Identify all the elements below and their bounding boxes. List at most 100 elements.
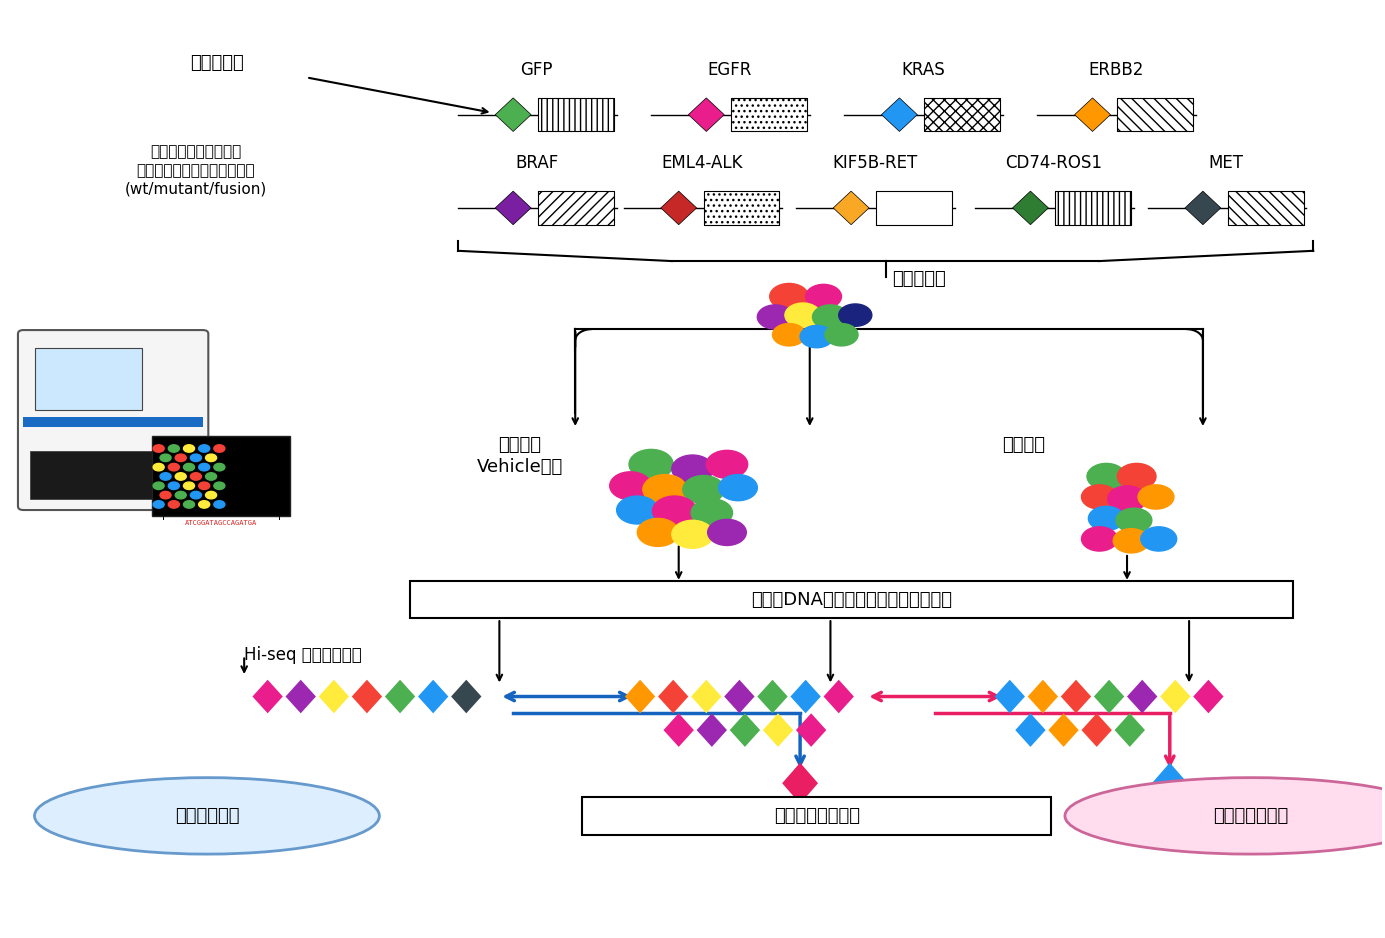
- Circle shape: [1082, 485, 1118, 509]
- Ellipse shape: [1065, 778, 1385, 855]
- Text: Hi-seq シークエンス: Hi-seq シークエンス: [244, 646, 361, 664]
- Text: MET: MET: [1209, 155, 1244, 173]
- Polygon shape: [496, 98, 530, 131]
- Polygon shape: [1186, 191, 1220, 225]
- Text: GFP: GFP: [521, 61, 553, 79]
- Polygon shape: [252, 680, 283, 713]
- Text: CD74-ROS1: CD74-ROS1: [1006, 155, 1102, 173]
- Polygon shape: [1061, 680, 1091, 713]
- Circle shape: [637, 519, 679, 547]
- Circle shape: [758, 305, 794, 329]
- Polygon shape: [625, 680, 655, 713]
- Circle shape: [683, 476, 724, 504]
- Circle shape: [1082, 527, 1118, 551]
- Bar: [537, 98, 614, 131]
- Polygon shape: [730, 713, 760, 747]
- Bar: [731, 98, 807, 131]
- Polygon shape: [1094, 680, 1125, 713]
- Polygon shape: [691, 680, 722, 713]
- Bar: [30, 450, 195, 499]
- Bar: [875, 191, 951, 225]
- Polygon shape: [697, 713, 727, 747]
- Circle shape: [1118, 463, 1156, 490]
- Text: ATCGGATAGCCAGATGA: ATCGGATAGCCAGATGA: [184, 521, 256, 526]
- Polygon shape: [1048, 713, 1079, 747]
- Polygon shape: [824, 680, 855, 713]
- Circle shape: [708, 520, 747, 546]
- Bar: [704, 191, 780, 225]
- Circle shape: [1087, 463, 1126, 490]
- Circle shape: [190, 492, 201, 499]
- Circle shape: [183, 501, 194, 508]
- Circle shape: [213, 445, 224, 452]
- Bar: [152, 436, 289, 516]
- Circle shape: [672, 521, 713, 548]
- Circle shape: [706, 450, 748, 478]
- Circle shape: [719, 475, 758, 501]
- Bar: [24, 416, 202, 427]
- Circle shape: [672, 455, 713, 483]
- Circle shape: [629, 449, 673, 479]
- Text: BRAF: BRAF: [515, 155, 558, 173]
- Circle shape: [1108, 486, 1147, 512]
- Polygon shape: [1075, 98, 1111, 131]
- Circle shape: [785, 303, 821, 327]
- Polygon shape: [1012, 191, 1048, 225]
- Polygon shape: [783, 763, 819, 804]
- Circle shape: [183, 463, 194, 471]
- Circle shape: [183, 445, 194, 452]
- Circle shape: [198, 501, 209, 508]
- Text: EML4-ALK: EML4-ALK: [662, 155, 742, 173]
- Circle shape: [213, 501, 224, 508]
- Circle shape: [609, 472, 651, 500]
- Bar: [582, 797, 1051, 835]
- Circle shape: [190, 454, 201, 461]
- Polygon shape: [663, 713, 694, 747]
- Polygon shape: [1115, 713, 1145, 747]
- Circle shape: [205, 473, 216, 480]
- Polygon shape: [688, 98, 724, 131]
- Circle shape: [190, 473, 201, 480]
- Polygon shape: [763, 713, 794, 747]
- Circle shape: [176, 492, 186, 499]
- Text: レトロウイルスによる: レトロウイルスによる: [151, 144, 241, 159]
- Text: バーコード付き遺伝子の導入: バーコード付き遺伝子の導入: [137, 163, 255, 178]
- Text: 細胞の混合: 細胞の混合: [892, 270, 946, 288]
- Circle shape: [213, 482, 224, 490]
- Polygon shape: [385, 680, 416, 713]
- Bar: [704, 191, 780, 225]
- Text: ERBB2: ERBB2: [1089, 61, 1144, 79]
- Text: 相対的細胞数計算: 相対的細胞数計算: [774, 807, 860, 825]
- Circle shape: [1116, 508, 1152, 533]
- Circle shape: [169, 445, 179, 452]
- Bar: [1055, 191, 1132, 225]
- Circle shape: [169, 463, 179, 471]
- Bar: [537, 98, 614, 131]
- Polygon shape: [352, 680, 382, 713]
- Text: ゲノムDNAの抽出、バーコードの増幅: ゲノムDNAの抽出、バーコードの増幅: [751, 591, 951, 609]
- Circle shape: [161, 473, 172, 480]
- Circle shape: [169, 482, 179, 490]
- Polygon shape: [796, 713, 827, 747]
- Text: がん化能判定: がん化能判定: [175, 807, 240, 825]
- Bar: [924, 98, 1000, 131]
- Bar: [537, 191, 614, 225]
- Text: EGFR: EGFR: [708, 61, 752, 79]
- Circle shape: [154, 501, 165, 508]
- Polygon shape: [834, 191, 868, 225]
- Polygon shape: [881, 98, 917, 131]
- Circle shape: [198, 482, 209, 490]
- Circle shape: [154, 445, 165, 452]
- Circle shape: [176, 454, 186, 461]
- Polygon shape: [661, 191, 697, 225]
- Bar: [35, 348, 143, 410]
- Bar: [1227, 191, 1303, 225]
- Circle shape: [154, 482, 165, 490]
- Bar: [1118, 98, 1194, 131]
- Polygon shape: [994, 680, 1025, 713]
- Ellipse shape: [35, 778, 379, 855]
- Polygon shape: [1082, 713, 1112, 747]
- Polygon shape: [418, 680, 449, 713]
- Polygon shape: [791, 680, 821, 713]
- Polygon shape: [1127, 680, 1158, 713]
